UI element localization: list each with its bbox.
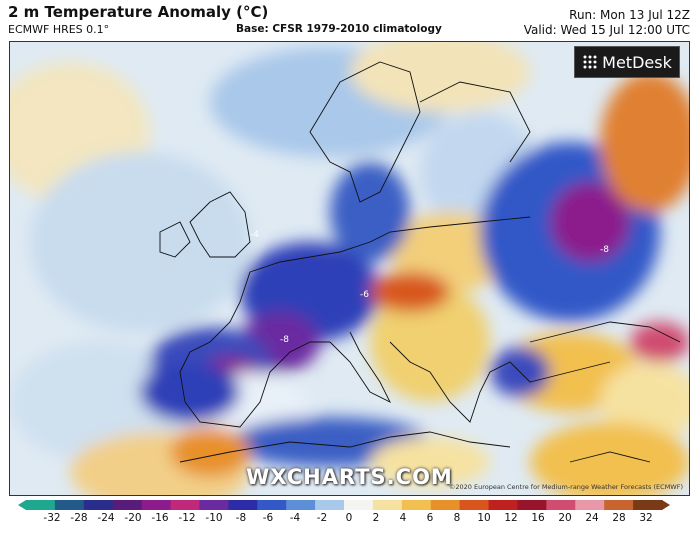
colorbar-tick-label: -12 bbox=[178, 512, 196, 524]
logo-text: MetDesk bbox=[602, 52, 672, 72]
valid-time-label: Valid: Wed 15 Jul 12:00 UTC bbox=[523, 23, 690, 37]
colorbar-tick-label: -24 bbox=[97, 512, 115, 524]
colorbar-tick-label: -28 bbox=[70, 512, 88, 524]
colorbar-tick-label: -2 bbox=[316, 512, 328, 524]
colorbar-tick-label: 20 bbox=[558, 512, 572, 524]
colorbar-right-arrow bbox=[662, 500, 670, 510]
contour-label: -8 bbox=[600, 245, 609, 255]
colorbar-tick-label: 24 bbox=[585, 512, 599, 524]
colorbar-segment bbox=[112, 500, 143, 510]
colorbar-segment bbox=[633, 500, 663, 510]
colorbar-segment bbox=[604, 500, 634, 510]
colorbar-tick-label: -4 bbox=[289, 512, 301, 524]
colorbar-segment bbox=[199, 500, 229, 510]
run-time-label: Run: Mon 13 Jul 12Z bbox=[569, 8, 690, 22]
anomaly-map: -8 -8 -6 -4 MetDesk WXCHARTS.COM ©2020 E… bbox=[9, 41, 690, 496]
colorbar-tick-label: 8 bbox=[453, 512, 461, 524]
colorbar-segment bbox=[575, 500, 605, 510]
colorbar-tick-label: -32 bbox=[43, 512, 61, 524]
colorbar-segment bbox=[26, 500, 56, 510]
colorbar-segment bbox=[170, 500, 200, 510]
colorbar-tick-label: -8 bbox=[235, 512, 247, 524]
colorbar-segment bbox=[83, 500, 114, 510]
colorbar-tick-label: 10 bbox=[477, 512, 491, 524]
colorbar-tick-label: 0 bbox=[345, 512, 353, 524]
colorbar-segment bbox=[401, 500, 432, 510]
map-canvas: -8 -8 -6 -4 bbox=[10, 42, 689, 495]
credit-text: ©2020 European Centre for Medium-range W… bbox=[448, 483, 683, 491]
colorbar-segment bbox=[372, 500, 403, 510]
colorbar-segment bbox=[430, 500, 461, 510]
colorbar-tick-label: -10 bbox=[205, 512, 223, 524]
watermark: WXCHARTS.COM bbox=[246, 465, 453, 489]
colorbar-tick-label: 28 bbox=[612, 512, 626, 524]
metdesk-grid-icon bbox=[583, 55, 597, 69]
colorbar-tick-label: -20 bbox=[124, 512, 142, 524]
colorbar-segment bbox=[54, 500, 85, 510]
colorbar-left-arrow bbox=[18, 500, 26, 510]
anomaly-field bbox=[10, 42, 689, 495]
contour-label: -4 bbox=[250, 230, 259, 240]
colorbar-segment bbox=[286, 500, 316, 510]
colorbar-segment bbox=[315, 500, 345, 510]
colorbar-tick-label: 16 bbox=[531, 512, 545, 524]
colorbar-segment bbox=[228, 500, 258, 510]
contour-label: -6 bbox=[360, 290, 369, 300]
colorbar-segment bbox=[546, 500, 576, 510]
chart-title: 2 m Temperature Anomaly (°C) bbox=[8, 3, 269, 21]
colorbar-tick-label: 2 bbox=[372, 512, 380, 524]
colorbar-tick-label: 6 bbox=[426, 512, 434, 524]
contour-label: -8 bbox=[280, 335, 289, 345]
base-climatology-label: Base: CFSR 1979-2010 climatology bbox=[236, 23, 442, 35]
colorbar-tick-label: -6 bbox=[262, 512, 274, 524]
colorbar-segment bbox=[488, 500, 518, 510]
colorbar-segment bbox=[257, 500, 287, 510]
colorbar-tick-label: -16 bbox=[151, 512, 169, 524]
metdesk-logo: MetDesk bbox=[574, 46, 680, 78]
colorbar-tick-label: 12 bbox=[504, 512, 518, 524]
coastlines bbox=[159, 61, 681, 463]
colorbar-tick-label: 4 bbox=[399, 512, 407, 524]
colorbar-segment bbox=[459, 500, 490, 510]
colorbar-ticks: -32 -28 -24 -20 -16 -12 -10 -8 -6 -4 -2 0 2 4 6 8 10 12 16… bbox=[0, 512, 700, 528]
colorbar-segment bbox=[141, 500, 172, 510]
colorbar-segment bbox=[344, 500, 374, 510]
colorbar-tick-label: 32 bbox=[639, 512, 653, 524]
model-label: ECMWF HRES 0.1° bbox=[8, 23, 110, 36]
colorbar-segment bbox=[517, 500, 547, 510]
colorbar bbox=[18, 500, 670, 510]
